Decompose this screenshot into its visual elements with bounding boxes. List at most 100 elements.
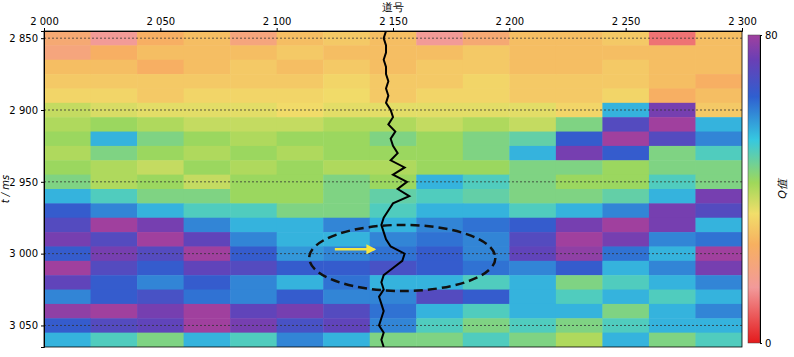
heat-cell [323,88,370,103]
x-tick: 2 250 [612,16,641,31]
heat-cell [602,160,649,175]
heat-cell [695,290,742,305]
y-tick-mark [41,110,44,111]
heat-cell [695,74,742,89]
heat-cell [509,74,556,89]
heat-cell [556,175,603,190]
x-tick: 2 150 [379,16,408,31]
heat-cell [649,189,696,204]
heat-cell [416,74,463,89]
heat-cell [695,275,742,290]
heat-cell [463,333,510,347]
heat-cell [649,160,696,175]
heat-cell [602,203,649,218]
y-tick: 3 050 [9,320,44,331]
heat-cell [370,45,417,60]
colorbar-axis-line [761,36,763,344]
chart: 2 0002 0502 1002 1502 2002 2502 3002 850… [0,0,794,357]
heat-cell [323,146,370,161]
heat-cell [91,203,138,218]
heat-cell [416,189,463,204]
heat-cell [556,275,603,290]
heat-cell [649,146,696,161]
heat-cell [323,333,370,347]
heat-cell [137,290,184,305]
heat-cell [463,203,510,218]
y-tick: 2 850 [9,33,44,44]
heat-cell [695,117,742,132]
heat-cell [463,304,510,319]
y-axis: 2 8502 9002 9503 0003 050 [9,32,44,348]
heat-cell [323,304,370,319]
heat-cell [602,60,649,75]
highlight-arrow [335,248,375,251]
heat-cell [602,333,649,347]
heat-cell [137,333,184,347]
heat-cell [44,31,91,46]
heat-cell [230,290,277,305]
heat-cell [649,333,696,347]
heat-cell [509,218,556,233]
heat-cell [649,74,696,89]
heat-cell [91,232,138,247]
heat-cell [230,117,277,132]
y-axis-title: t / ms [0,175,11,204]
heat-cell [44,74,91,89]
heat-cell [509,117,556,132]
heat-cell [416,117,463,132]
colorbar-title: Q值 [776,177,789,199]
heat-cell [184,189,231,204]
heat-cell [184,45,231,60]
heat-cell [44,175,91,190]
heat-cell [184,60,231,75]
heat-cell [184,246,231,261]
heat-cell [416,45,463,60]
heat-cell [509,261,556,276]
heat-cell [602,117,649,132]
heat-cell [230,203,277,218]
heat-cell [230,304,277,319]
heat-cell [556,290,603,305]
heat-cell [416,132,463,147]
heat-cell [230,74,277,89]
grid-line [44,253,742,254]
x-tick-label: 2 200 [496,16,525,27]
heat-cell [184,232,231,247]
heat-cell [184,304,231,319]
heat-cell [91,304,138,319]
heat-cell [137,146,184,161]
heat-cell [463,60,510,75]
heat-cell [323,261,370,276]
x-tick-mark [509,28,510,31]
heat-cell [230,60,277,75]
heat-cell [44,146,91,161]
y-tick-mark [41,38,44,39]
heat-cell [370,304,417,319]
heat-cell [277,189,324,204]
plot-frame [44,31,742,347]
heat-cell [184,31,231,46]
heat-cell [277,146,324,161]
heat-cell [137,60,184,75]
heat-cell [556,318,603,333]
x-tick-label: 2 100 [263,16,292,27]
heat-cell [416,160,463,175]
heat-cell [509,232,556,247]
heat-cell [602,45,649,60]
heat-cell [323,31,370,46]
heat-cell [602,146,649,161]
x-axis-title: 道号 [382,1,404,14]
heat-cell [184,218,231,233]
heat-cell [695,45,742,60]
heat-cell [602,88,649,103]
y-tick-label: 2 900 [9,105,38,116]
heat-cell [695,60,742,75]
heat-cell [649,218,696,233]
x-tick: 2 100 [263,16,292,31]
heat-cell [602,232,649,247]
heat-cell [463,117,510,132]
heat-cell [463,88,510,103]
heat-cell [230,218,277,233]
heat-cell [91,45,138,60]
heat-cell [137,232,184,247]
